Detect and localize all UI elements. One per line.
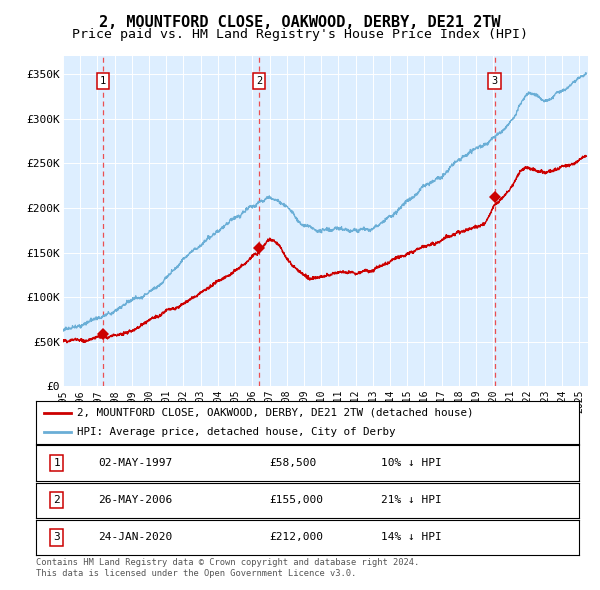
Text: £155,000: £155,000 bbox=[269, 496, 323, 505]
Text: 2, MOUNTFORD CLOSE, OAKWOOD, DERBY, DE21 2TW (detached house): 2, MOUNTFORD CLOSE, OAKWOOD, DERBY, DE21… bbox=[77, 408, 473, 418]
Text: £212,000: £212,000 bbox=[269, 533, 323, 542]
Text: 21% ↓ HPI: 21% ↓ HPI bbox=[381, 496, 442, 505]
Text: 1: 1 bbox=[100, 76, 106, 86]
Text: 24-JAN-2020: 24-JAN-2020 bbox=[98, 533, 173, 542]
Text: 2: 2 bbox=[256, 76, 262, 86]
Text: 2, MOUNTFORD CLOSE, OAKWOOD, DERBY, DE21 2TW: 2, MOUNTFORD CLOSE, OAKWOOD, DERBY, DE21… bbox=[99, 15, 501, 30]
Text: 3: 3 bbox=[491, 76, 497, 86]
Text: HPI: Average price, detached house, City of Derby: HPI: Average price, detached house, City… bbox=[77, 427, 395, 437]
Text: 26-MAY-2006: 26-MAY-2006 bbox=[98, 496, 173, 505]
Text: Contains HM Land Registry data © Crown copyright and database right 2024.
This d: Contains HM Land Registry data © Crown c… bbox=[36, 558, 419, 578]
Text: 02-MAY-1997: 02-MAY-1997 bbox=[98, 458, 173, 468]
Text: 10% ↓ HPI: 10% ↓ HPI bbox=[381, 458, 442, 468]
Text: 14% ↓ HPI: 14% ↓ HPI bbox=[381, 533, 442, 542]
Text: 3: 3 bbox=[53, 533, 60, 542]
Text: 2: 2 bbox=[53, 496, 60, 505]
Text: £58,500: £58,500 bbox=[269, 458, 317, 468]
Text: 1: 1 bbox=[53, 458, 60, 468]
Text: Price paid vs. HM Land Registry's House Price Index (HPI): Price paid vs. HM Land Registry's House … bbox=[72, 28, 528, 41]
